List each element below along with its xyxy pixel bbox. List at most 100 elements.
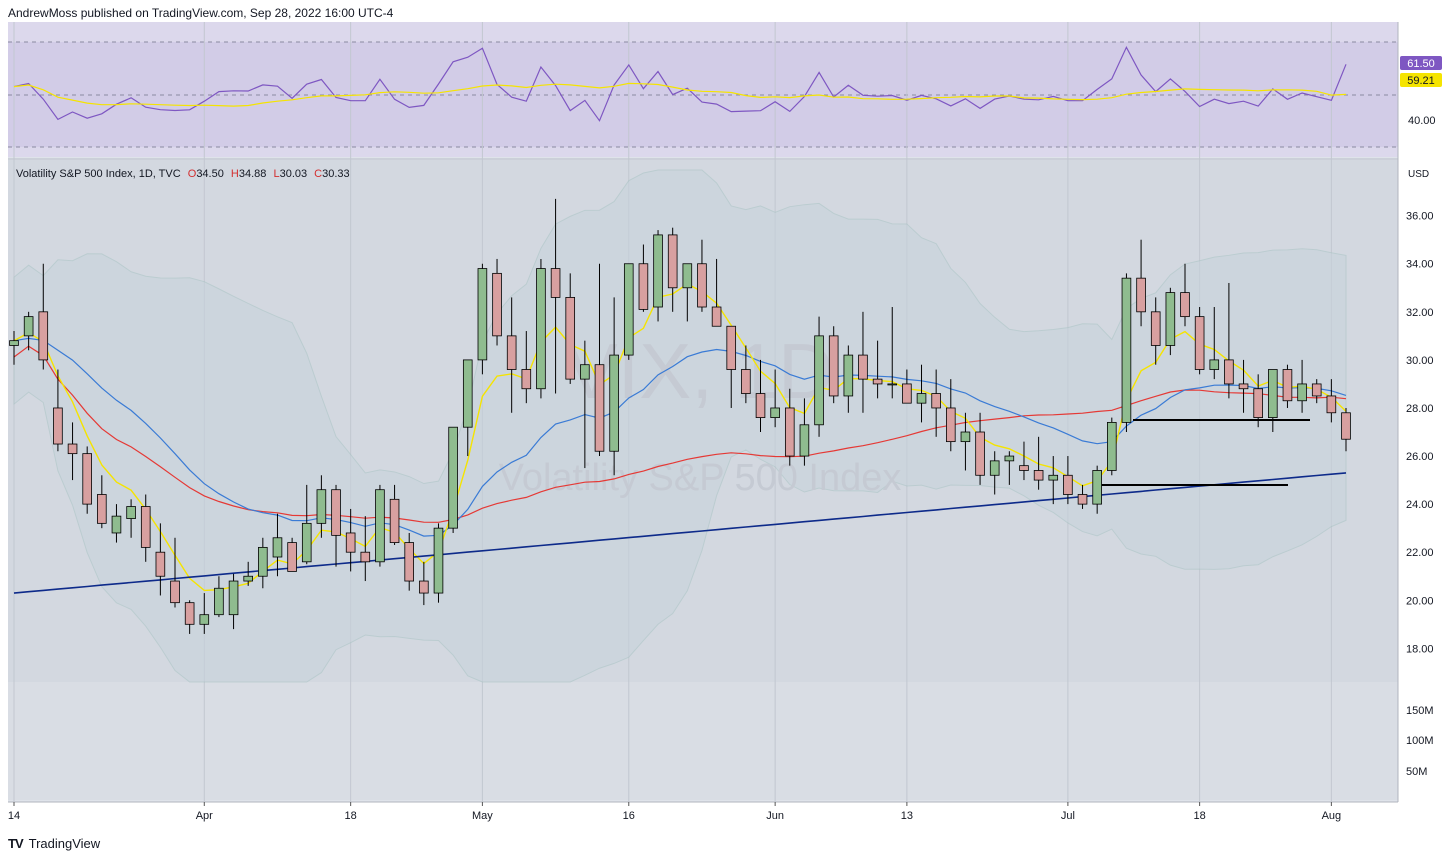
- candle-up: [1004, 455, 1015, 462]
- candle-down: [550, 268, 561, 298]
- candle-down: [755, 393, 766, 418]
- legend-low-label: L: [273, 168, 279, 180]
- legend-open-label: O: [188, 168, 197, 180]
- rsi-band: [8, 42, 1398, 147]
- candle-up: [960, 431, 971, 443]
- candle-up: [609, 354, 619, 452]
- candle-down: [1194, 316, 1205, 370]
- svg-text:Volatility S&P 500 Index, 1D,: Volatility S&P 500 Index, 1D, TVC O34.50…: [16, 168, 350, 180]
- price-tick-label: 22.00: [1406, 547, 1434, 559]
- rsi-value-label-bg: [1400, 56, 1442, 70]
- legend-close-label: C: [314, 168, 322, 180]
- candle-down: [419, 580, 429, 594]
- price-tick-label: 24.00: [1406, 499, 1434, 511]
- price-axis: 36.00 34.00 32.00 30.00 28.00 26.00 24.00 22.00…: [1406, 211, 1434, 778]
- candle-down: [1180, 292, 1190, 318]
- time-tick-label: 18: [1194, 810, 1206, 822]
- time-axis: 14Apr18May16Jun13Jul18Aug15Sep19Oct: [8, 802, 1342, 822]
- candle-up: [653, 234, 663, 308]
- legend-symbol: Volatility S&P 500 Index, 1D, TVC: [16, 168, 181, 180]
- candle-down: [946, 407, 956, 443]
- ema-mid-line: [13, 337, 1347, 537]
- rsi-tick: 40.00: [1408, 115, 1436, 127]
- candle-down: [638, 263, 649, 310]
- candle-down: [184, 602, 195, 625]
- rsi-line: [13, 45, 1347, 122]
- candle-up: [916, 393, 927, 404]
- candle-up: [272, 537, 283, 558]
- currency-label: USD: [1408, 169, 1429, 180]
- price-tick-label: 28.00: [1406, 403, 1434, 415]
- candle-up: [1209, 359, 1220, 370]
- time-tick-label: Aug: [1322, 810, 1342, 822]
- price-tick-label: 32.00: [1406, 307, 1434, 319]
- time-tick-label: 13: [901, 810, 913, 822]
- candle-up: [126, 506, 136, 519]
- candle-down: [287, 542, 297, 572]
- time-tick-label: May: [472, 810, 493, 822]
- rsi-ma-label: 59.21: [1407, 75, 1435, 87]
- candle-down: [1311, 383, 1322, 397]
- candle-down: [155, 551, 166, 577]
- legend-close: 30.33: [322, 168, 350, 180]
- candle-down: [931, 393, 941, 409]
- footer-brand[interactable]: TradingView: [28, 836, 101, 851]
- candle-down: [1077, 494, 1088, 505]
- price-tick-label: 34.00: [1406, 259, 1434, 271]
- drawn-trendlines: [1095, 419, 1310, 486]
- candle-down: [82, 453, 92, 505]
- candle-up: [316, 489, 327, 524]
- candle-up: [814, 335, 824, 426]
- candle-down: [345, 532, 356, 553]
- candle-down: [726, 325, 737, 370]
- rsi-ma-label-bg: [1400, 73, 1442, 87]
- candle-down: [1326, 395, 1337, 414]
- candle-up: [1297, 383, 1307, 402]
- candle-down: [404, 542, 415, 582]
- candle-up: [887, 383, 898, 386]
- candle-down: [594, 364, 605, 452]
- candle-up: [462, 359, 473, 428]
- candle-up: [580, 364, 590, 380]
- candle-down: [1063, 474, 1073, 495]
- candle-down: [1253, 388, 1263, 418]
- candle-down: [67, 443, 78, 455]
- candle-up: [1268, 369, 1278, 418]
- time-tick-label: 18: [345, 810, 357, 822]
- time-tick-label: 14: [8, 810, 20, 822]
- price-tick-label: 36.00: [1406, 211, 1434, 223]
- candle-up: [258, 546, 268, 577]
- candle-down: [331, 489, 341, 536]
- footer: TV TradingView: [8, 836, 100, 851]
- symbol-legend[interactable]: Volatility S&P 500 Index, 1D, TVC O34.50…: [16, 168, 350, 180]
- chart-background: [8, 22, 1398, 802]
- candle-down: [1150, 311, 1161, 346]
- candle-up: [536, 268, 546, 390]
- candle-up: [301, 522, 312, 563]
- sma-long-line: [13, 472, 1347, 594]
- price-tick-label: 30.00: [1406, 355, 1434, 367]
- candle-down: [858, 354, 868, 380]
- candle-up: [1092, 470, 1102, 505]
- candle-down: [741, 369, 751, 394]
- time-tick-label: Jul: [1061, 810, 1075, 822]
- candle-up: [214, 587, 224, 616]
- legend-open: 34.50: [196, 168, 224, 180]
- candle-up: [477, 268, 488, 361]
- candle-down: [53, 407, 63, 445]
- time-tick-label: Apr: [196, 810, 213, 822]
- candle-up: [9, 340, 19, 346]
- watermark-name: Volatility S&P 500 Index: [499, 457, 902, 499]
- candle-down: [784, 407, 795, 457]
- candle-up: [375, 489, 385, 563]
- candle-down: [1136, 277, 1146, 313]
- candle-down: [902, 383, 912, 404]
- candle-down: [667, 234, 678, 289]
- candle-up: [1165, 292, 1176, 346]
- candle-down: [389, 498, 400, 543]
- candle-down: [1282, 369, 1293, 402]
- watermark-ticker: VIX, 1D: [566, 327, 835, 415]
- candle-up: [843, 354, 854, 397]
- candle-up: [433, 527, 444, 594]
